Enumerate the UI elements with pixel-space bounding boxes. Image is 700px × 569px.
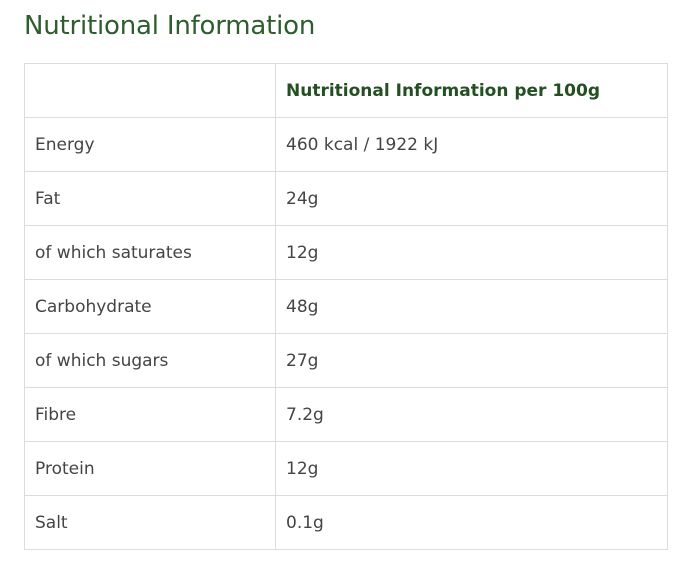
table-row: Carbohydrate 48g xyxy=(24,279,668,334)
row-label: Salt xyxy=(24,495,276,550)
page-title: Nutritional Information xyxy=(24,11,316,41)
header-cell-per-100g: Nutritional Information per 100g xyxy=(275,63,668,118)
row-value: 12g xyxy=(275,225,668,280)
table-row: Fibre 7.2g xyxy=(24,387,668,442)
row-value: 24g xyxy=(275,171,668,226)
table-row: Energy 460 kcal / 1922 kJ xyxy=(24,117,668,172)
row-label: of which saturates xyxy=(24,225,276,280)
row-value: 27g xyxy=(275,333,668,388)
row-label: Fat xyxy=(24,171,276,226)
row-value: 12g xyxy=(275,441,668,496)
row-label: of which sugars xyxy=(24,333,276,388)
table-row: Salt 0.1g xyxy=(24,495,668,550)
row-label: Protein xyxy=(24,441,276,496)
header-cell-empty xyxy=(24,63,276,118)
row-label: Energy xyxy=(24,117,276,172)
row-value: 460 kcal / 1922 kJ xyxy=(275,117,668,172)
table-row: of which saturates 12g xyxy=(24,225,668,280)
row-value: 0.1g xyxy=(275,495,668,550)
row-label: Fibre xyxy=(24,387,276,442)
row-value: 48g xyxy=(275,279,668,334)
table-row: of which sugars 27g xyxy=(24,333,668,388)
table-row: Protein 12g xyxy=(24,441,668,496)
table-header-row: Nutritional Information per 100g xyxy=(24,63,668,118)
nutrition-table: Nutritional Information per 100g Energy … xyxy=(24,63,668,550)
row-value: 7.2g xyxy=(275,387,668,442)
row-label: Carbohydrate xyxy=(24,279,276,334)
table-row: Fat 24g xyxy=(24,171,668,226)
